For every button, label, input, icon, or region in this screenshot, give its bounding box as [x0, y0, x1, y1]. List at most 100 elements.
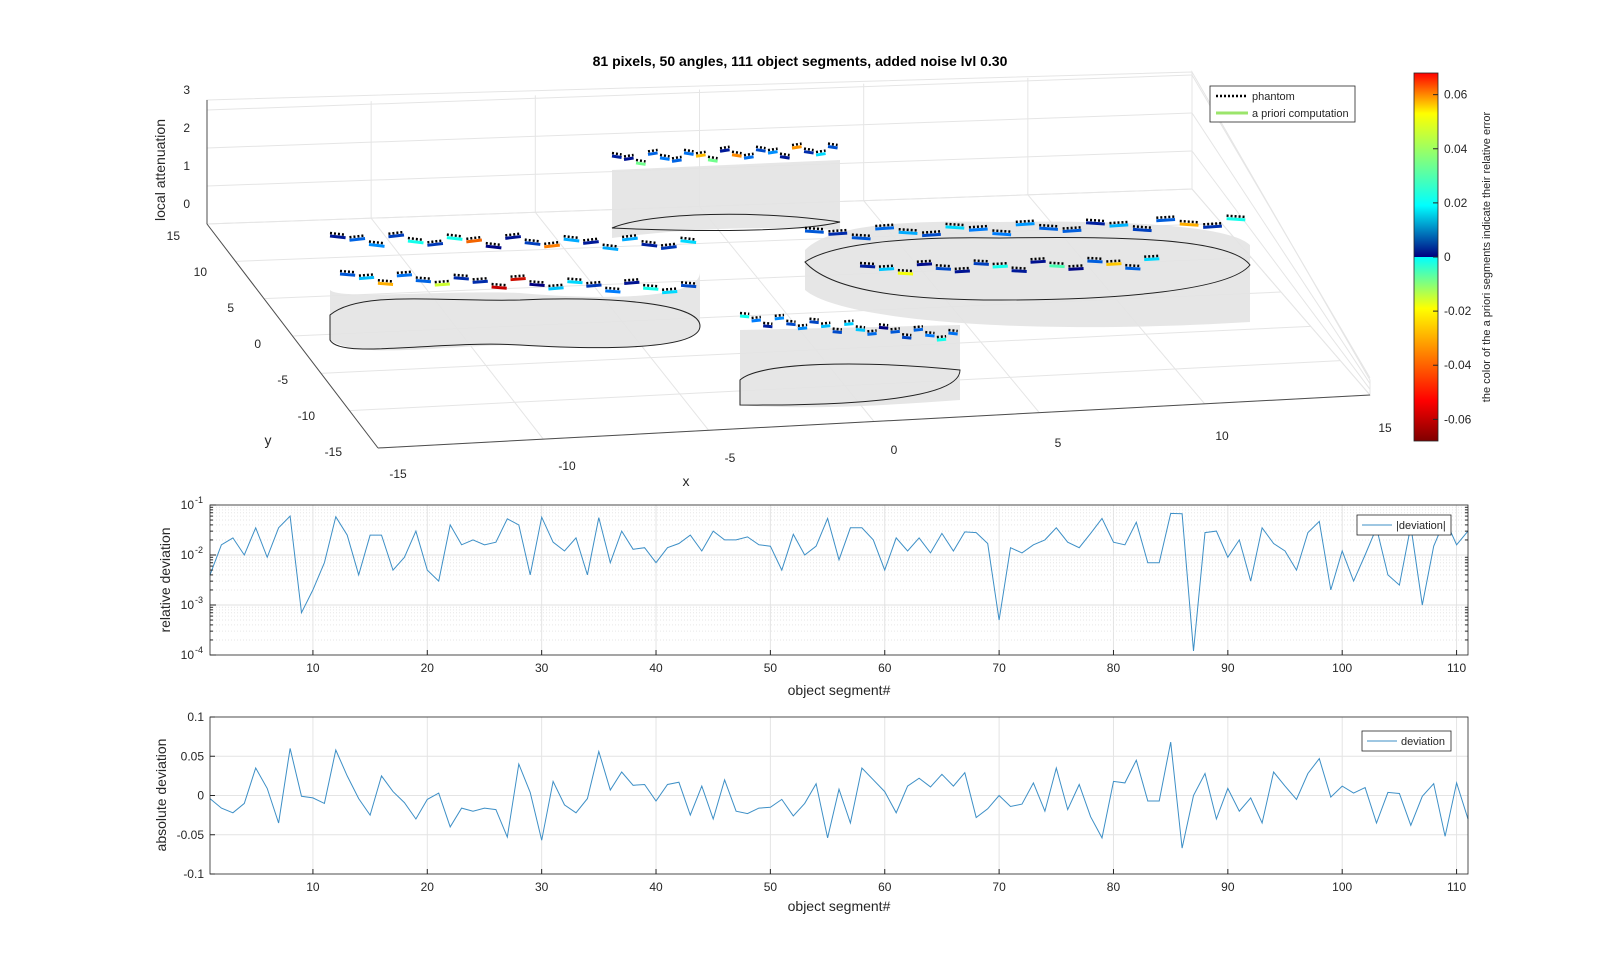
legend[interactable]: |deviation|	[1356, 514, 1452, 536]
phantom-segment	[643, 283, 659, 288]
legend-box	[1356, 514, 1452, 536]
apriori-segment	[1030, 259, 1046, 264]
phantom-body	[612, 160, 840, 238]
phantom-segment	[973, 259, 989, 263]
apriori-segment	[1087, 259, 1103, 264]
apriori-segment	[611, 154, 622, 159]
y-ticks: 0.1 0.05 0 -0.05 -0.1	[177, 710, 215, 881]
grid-line	[1191, 112, 1371, 384]
x-tick-label: -5	[725, 451, 736, 465]
legend-entry: |deviation|	[1396, 520, 1446, 532]
apriori-segment	[623, 156, 634, 161]
apriori-segment	[890, 329, 900, 334]
apriori-segment	[954, 269, 970, 274]
phantom-segment	[875, 223, 895, 228]
apriori-segment	[827, 145, 838, 150]
phantom-segment	[1030, 257, 1046, 261]
x-tick-label: 60	[878, 661, 892, 675]
phantom-segment	[641, 239, 658, 245]
phantom-segment	[1179, 219, 1199, 224]
phantom-segment	[1068, 264, 1084, 268]
y-axis-label: absolute deviation	[153, 739, 169, 852]
apriori-segment	[786, 322, 796, 327]
apriori-segment	[510, 276, 526, 282]
apriori-segment	[1085, 221, 1105, 226]
phantom-segment	[815, 149, 826, 154]
phantom-segment	[491, 282, 507, 287]
apriori-segment	[491, 285, 507, 290]
apriori-segment	[602, 246, 619, 251]
apriori-segment	[1106, 262, 1122, 267]
phantom-segment	[828, 228, 848, 233]
phantom-segment	[890, 327, 900, 331]
apriori-segment	[828, 231, 848, 236]
phantom-segment	[1144, 254, 1160, 258]
phantom-segment	[472, 276, 488, 281]
apriori-segment	[755, 148, 766, 153]
phantom-segment	[602, 243, 619, 248]
grid	[210, 716, 1468, 875]
apriori-segment	[992, 264, 1008, 269]
apriori-segment	[548, 286, 564, 291]
apriori-segment	[935, 266, 952, 271]
phantom-segment	[731, 150, 742, 155]
phantom-outline	[739, 363, 961, 406]
y-tick-label: 0	[197, 789, 204, 803]
phantom-segment	[992, 229, 1012, 233]
phantom-segment	[803, 147, 814, 152]
apriori-segment	[1109, 223, 1129, 228]
apriori-segment	[913, 327, 924, 332]
y-tick-labels: 15 10 5 0 -5 -10 -15	[167, 229, 343, 459]
x-tick-label: 40	[649, 880, 663, 894]
apriori-segment	[339, 272, 356, 277]
absolute-deviation-series	[209, 742, 1469, 849]
phantom-segment	[1049, 261, 1065, 265]
apriori-segment	[621, 236, 638, 242]
y-tick-exponent: -4	[195, 645, 203, 655]
x-tick-label: 110	[1447, 880, 1466, 894]
phantom-segment	[832, 327, 843, 331]
legend-3d[interactable]: phantom a priori computation	[1209, 85, 1356, 123]
phantom-segment	[1039, 223, 1059, 228]
apriori-segment	[1039, 226, 1059, 231]
apriori-segment	[671, 158, 682, 163]
apriori-segment	[647, 151, 658, 156]
y-tick-label: -15	[325, 445, 343, 459]
apriori-segment	[415, 279, 432, 284]
apriori-segment	[774, 316, 785, 321]
phantom-segment	[1062, 226, 1082, 230]
apriori-segment	[358, 275, 375, 281]
apriori-segment	[695, 153, 706, 158]
apriori-segment	[661, 290, 678, 295]
phantom-segment	[743, 152, 754, 157]
apriori-segment	[875, 226, 895, 231]
apriori-segment	[948, 331, 958, 336]
y-tick-label: -0.1	[183, 867, 204, 881]
apriori-segment	[660, 245, 677, 250]
phantom-segment	[809, 317, 819, 321]
phantom-segment	[786, 319, 796, 323]
grid	[210, 504, 1468, 656]
apriori-segment	[1156, 218, 1176, 223]
apriori-segment	[803, 150, 814, 155]
y-tick-label: 10	[181, 648, 195, 662]
phantom-segment	[945, 222, 965, 227]
colorbar-tick-label: 0.04	[1444, 142, 1468, 156]
phantom-segment	[1011, 266, 1027, 270]
apriori-segment	[739, 314, 750, 319]
apriori-segment	[878, 325, 889, 330]
phantom-segment	[339, 269, 356, 274]
phantom-segment	[662, 287, 678, 291]
phantom-segment	[388, 230, 405, 236]
phantom-segment	[605, 286, 621, 291]
phantom-segment	[567, 277, 583, 282]
apriori-segment	[851, 236, 871, 241]
phantom-segment	[851, 233, 871, 238]
y-ticks: 10-110-210-310-4	[181, 495, 1468, 662]
apriori-segment	[844, 322, 854, 327]
phantom-segment	[935, 264, 952, 268]
phantom-segment	[1087, 256, 1103, 261]
y-axis-label: relative deviation	[157, 527, 173, 632]
legend[interactable]: deviation	[1361, 730, 1452, 752]
